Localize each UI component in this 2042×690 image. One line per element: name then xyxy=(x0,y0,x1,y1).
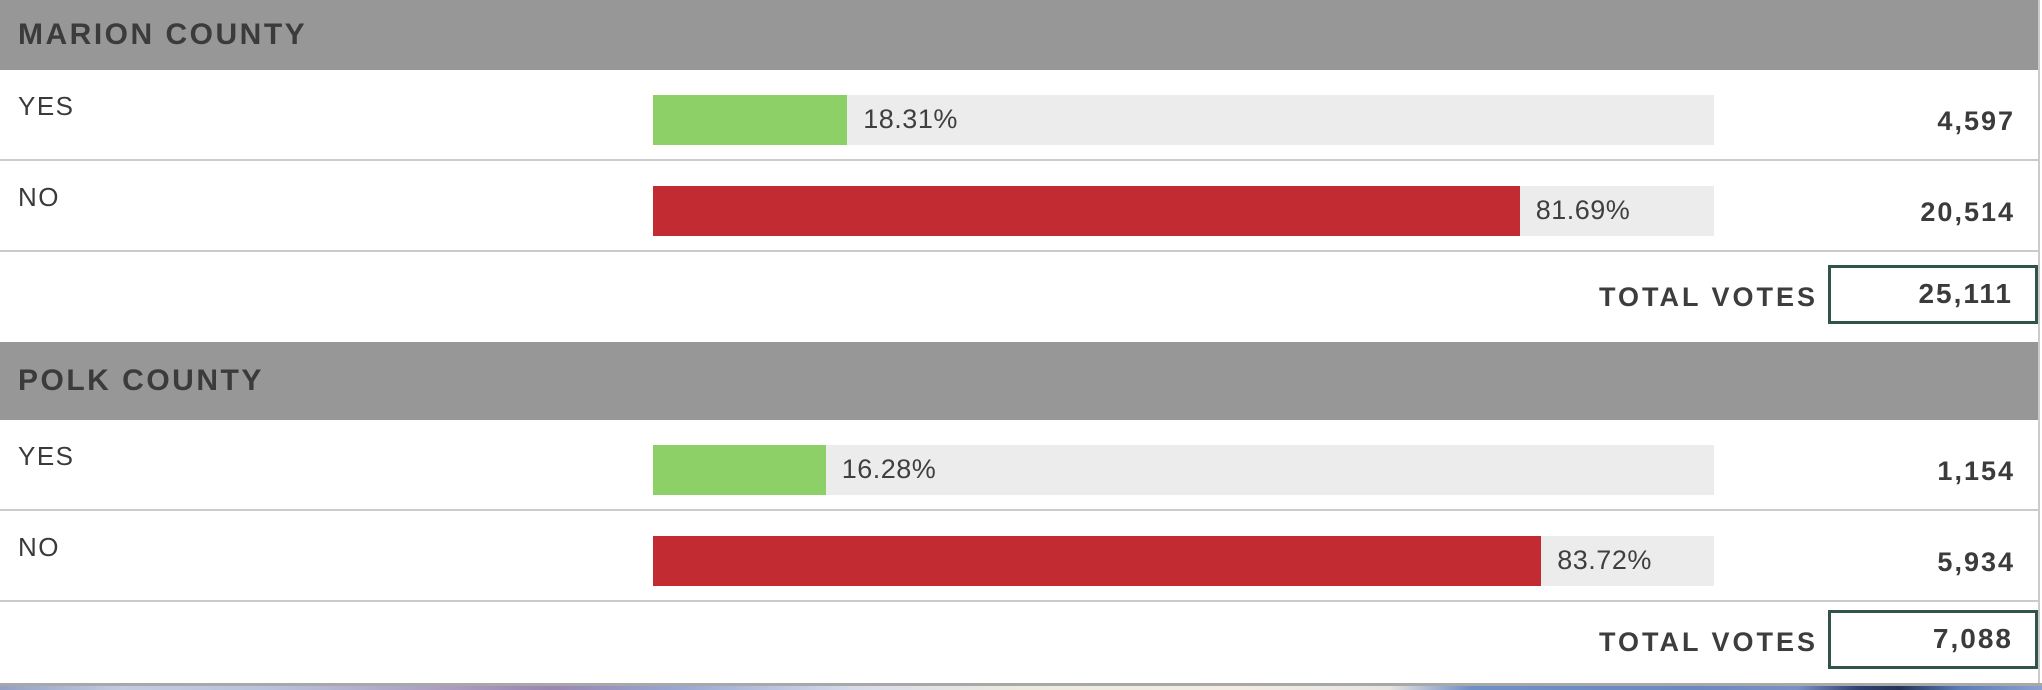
choice-label: YES xyxy=(18,441,75,471)
choice-label: NO xyxy=(18,532,60,562)
vote-bar-track: 18.31% xyxy=(653,94,1714,145)
vote-bar-track: 81.69% xyxy=(653,185,1714,236)
vote-count: 4,597 xyxy=(1937,105,2015,136)
vote-count: 1,154 xyxy=(1937,455,2015,486)
total-votes-row-polk: TOTAL VOTES 7,088 xyxy=(0,602,2038,682)
total-votes-row-marion: TOTAL VOTES 25,111 xyxy=(0,252,2038,342)
vote-bar-track: 83.72% xyxy=(653,535,1714,586)
total-votes-label: TOTAL VOTES xyxy=(1598,626,1818,657)
vote-bar-fill-yes xyxy=(653,444,826,495)
total-votes-box: 7,088 xyxy=(1828,609,2038,669)
choice-label: YES xyxy=(18,91,75,121)
background-photo-edge xyxy=(0,686,2042,690)
county-title: POLK COUNTY xyxy=(18,364,264,397)
vote-row-marion-no: NO 81.69% 20,514 xyxy=(0,161,2038,252)
percent-label: 83.72% xyxy=(1557,545,1652,575)
bottom-divider xyxy=(0,683,2042,686)
percent-label: 16.28% xyxy=(841,454,937,484)
total-votes-count: 7,088 xyxy=(1932,623,2013,654)
total-votes-box: 25,111 xyxy=(1828,264,2038,324)
vote-bar-track: 16.28% xyxy=(653,444,1714,495)
percent-label: 81.69% xyxy=(1535,195,1631,225)
percent-label: 18.31% xyxy=(863,104,958,134)
choice-label: NO xyxy=(18,182,60,212)
vote-row-polk-no: NO 83.72% 5,934 xyxy=(0,511,2038,602)
county-title: MARION COUNTY xyxy=(18,18,308,51)
vote-count: 20,514 xyxy=(1920,196,2015,227)
vote-bar-fill-no xyxy=(653,185,1520,236)
vote-bar-fill-no xyxy=(653,535,1542,586)
vote-bar-fill-yes xyxy=(653,94,848,145)
county-header-polk: POLK COUNTY xyxy=(0,342,2038,420)
vote-count: 5,934 xyxy=(1937,546,2015,577)
vote-row-marion-yes: YES 18.31% 4,597 xyxy=(0,70,2038,161)
total-votes-label: TOTAL VOTES xyxy=(1598,281,1818,312)
total-votes-count: 25,111 xyxy=(1918,278,2013,309)
vote-row-polk-yes: YES 16.28% 1,154 xyxy=(0,420,2038,511)
county-header-marion: MARION COUNTY xyxy=(0,0,2038,70)
